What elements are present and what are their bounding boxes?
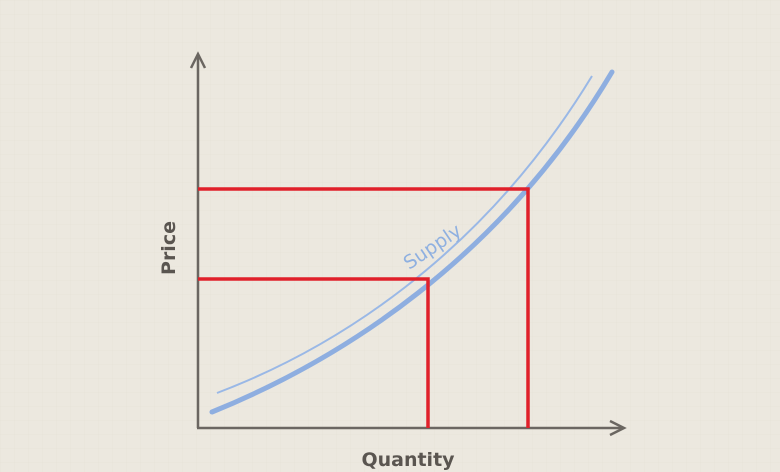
y-axis-label: Price bbox=[158, 221, 180, 275]
supply-curve-shadow bbox=[216, 75, 593, 394]
supply-curve bbox=[209, 69, 615, 415]
x-axis-label: Quantity bbox=[361, 449, 455, 471]
guide-line-low bbox=[198, 277, 430, 428]
guide-line-high bbox=[198, 187, 530, 428]
x-axis-arrow bbox=[609, 419, 627, 437]
y-axis-arrow bbox=[189, 51, 207, 69]
